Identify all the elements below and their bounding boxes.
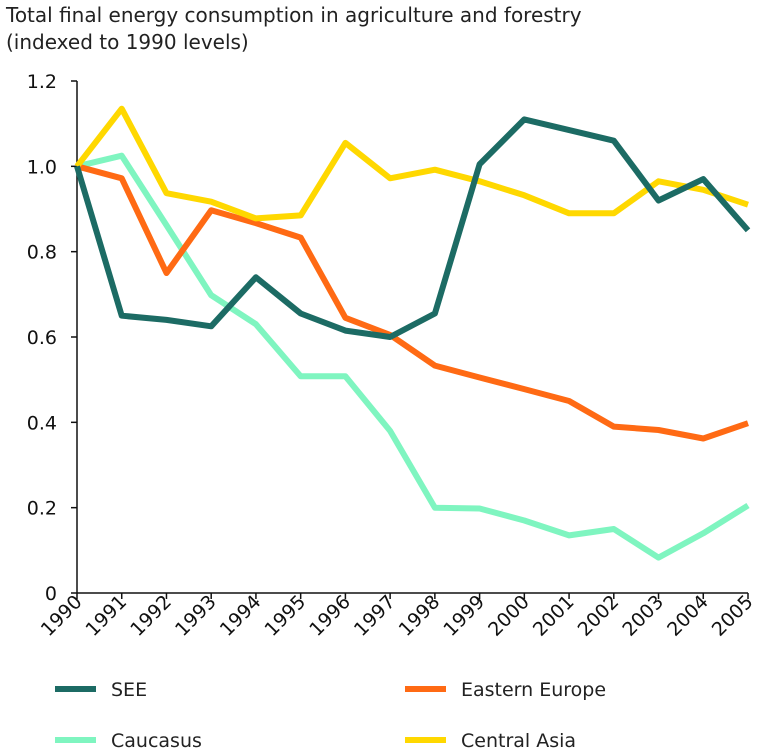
chart-title: Total final energy consumption in agricu… <box>6 2 582 56</box>
chart-title-line2: (indexed to 1990 levels) <box>6 30 249 54</box>
y-tick-label: 0.8 <box>27 242 57 264</box>
series-line-see <box>74 116 751 340</box>
series-line-eastern-europe <box>76 163 749 442</box>
y-tick-label: 0 <box>45 583 57 605</box>
y-tick-label: 0.6 <box>27 327 57 349</box>
x-tick-label: 1998 <box>395 591 445 641</box>
y-tick-label: 0.2 <box>27 498 57 520</box>
series-line-central-asia <box>74 105 749 222</box>
legend-label-see: SEE <box>111 679 147 701</box>
x-tick-label: 1993 <box>171 591 221 641</box>
x-tick-label: 1992 <box>126 591 176 641</box>
x-tick-label: 1996 <box>305 591 355 641</box>
x-tick-label: 2004 <box>663 591 713 641</box>
x-tick-label: 1999 <box>439 591 489 641</box>
x-tick-label: 1994 <box>216 591 266 641</box>
x-tick-label: 2000 <box>484 591 534 641</box>
x-tick-label: 2003 <box>618 591 668 641</box>
series-layer <box>74 105 751 561</box>
x-tick-label: 1995 <box>260 591 310 641</box>
x-tick-label: 1997 <box>350 591 400 641</box>
y-tick-label: 1.2 <box>27 71 57 93</box>
legend-label-central-asia: Central Asia <box>461 730 576 752</box>
x-tick-label: 2002 <box>574 591 624 641</box>
y-tick-label: 1.0 <box>27 156 57 178</box>
legend-label-caucasus: Caucasus <box>111 730 202 752</box>
axes: 00.20.40.60.81.01.2199019911992199319941… <box>27 71 758 641</box>
series-line-caucasus <box>76 152 750 561</box>
legend-label-eastern-europe: Eastern Europe <box>461 679 606 701</box>
chart-title-line1: Total final energy consumption in agricu… <box>6 3 582 27</box>
legend: SEE Eastern Europe Caucasus Central Asia <box>55 679 606 752</box>
y-tick-label: 0.4 <box>27 412 57 434</box>
x-tick-label: 1991 <box>82 591 132 641</box>
x-tick-label: 2005 <box>708 591 758 641</box>
x-tick-label: 2001 <box>529 591 579 641</box>
